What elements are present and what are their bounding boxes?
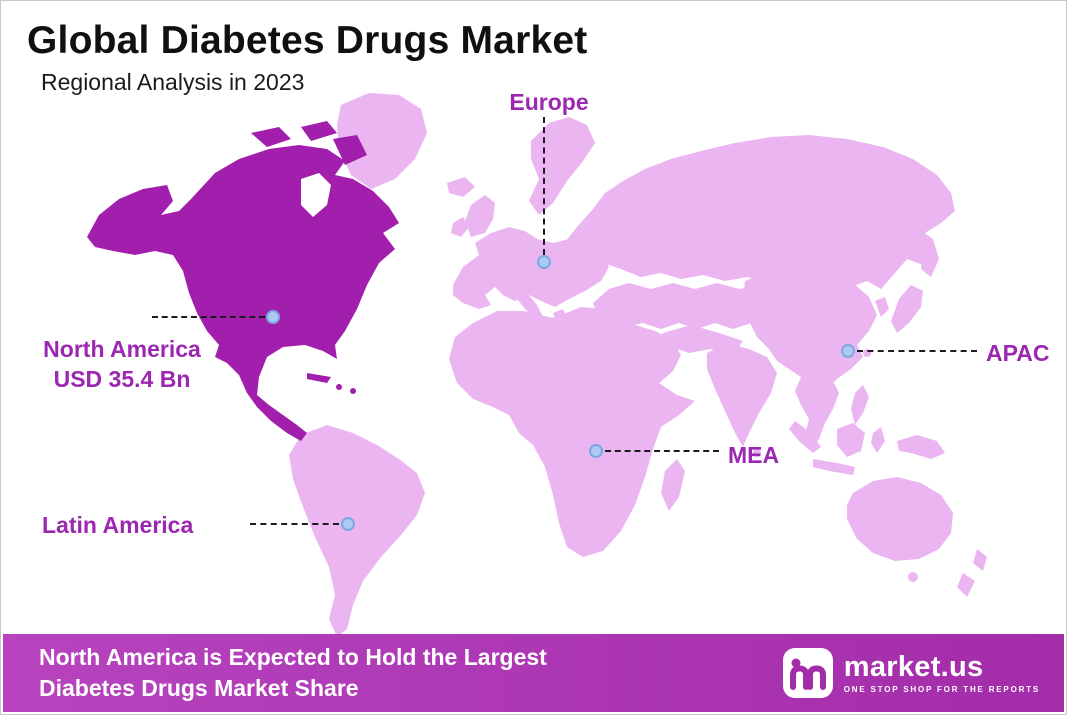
north-america-marker-dot bbox=[266, 310, 280, 324]
logo-wordmark: market.us bbox=[843, 651, 984, 683]
region-label-apac: APAC bbox=[986, 340, 1050, 366]
mea-marker-dot bbox=[589, 444, 603, 458]
market-us-logo-icon bbox=[782, 648, 833, 698]
logo-text-block: market.us ONE STOP SHOP FOR THE REPORTS bbox=[844, 652, 1040, 694]
region-label-europe: Europe bbox=[509, 89, 589, 115]
infographic-subtitle: Regional Analysis in 2023 bbox=[41, 69, 305, 95]
banner-headline: North America is Expected to Hold the La… bbox=[39, 642, 547, 704]
latin-america-connector-line bbox=[250, 523, 339, 525]
region-label-latin-america: Latin America bbox=[42, 512, 194, 538]
region-value-north-america: USD 35.4 Bn bbox=[53, 366, 191, 392]
north-america-connector-line bbox=[152, 316, 265, 318]
region-label-north-america-name: North America bbox=[43, 336, 201, 362]
map-region-north-america-highlight bbox=[87, 121, 399, 441]
region-label-mea: MEA bbox=[728, 442, 780, 468]
banner-headline-line1: North America is Expected to Hold the La… bbox=[39, 644, 547, 670]
footer-banner: North America is Expected to Hold the La… bbox=[3, 634, 1064, 712]
market-us-logo: market.us ONE STOP SHOP FOR THE REPORTS bbox=[782, 647, 1040, 699]
region-label-north-america: North America USD 35.4 Bn bbox=[11, 334, 233, 394]
apac-marker-dot bbox=[841, 344, 855, 358]
logo-tagline: ONE STOP SHOP FOR THE REPORTS bbox=[843, 685, 1040, 694]
europe-marker-dot bbox=[537, 255, 551, 269]
europe-connector-line bbox=[543, 117, 545, 255]
apac-connector-line bbox=[857, 350, 977, 352]
mea-connector-line bbox=[605, 450, 719, 452]
banner-headline-line2: Diabetes Drugs Market Share bbox=[39, 675, 359, 701]
infographic-title: Global Diabetes Drugs Market bbox=[27, 19, 588, 62]
latin-america-marker-dot bbox=[341, 517, 355, 531]
map-continents-base bbox=[289, 93, 987, 637]
